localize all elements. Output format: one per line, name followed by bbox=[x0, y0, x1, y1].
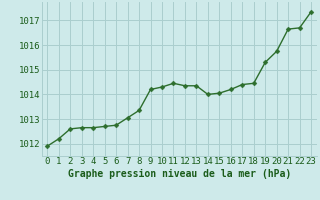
X-axis label: Graphe pression niveau de la mer (hPa): Graphe pression niveau de la mer (hPa) bbox=[68, 169, 291, 179]
